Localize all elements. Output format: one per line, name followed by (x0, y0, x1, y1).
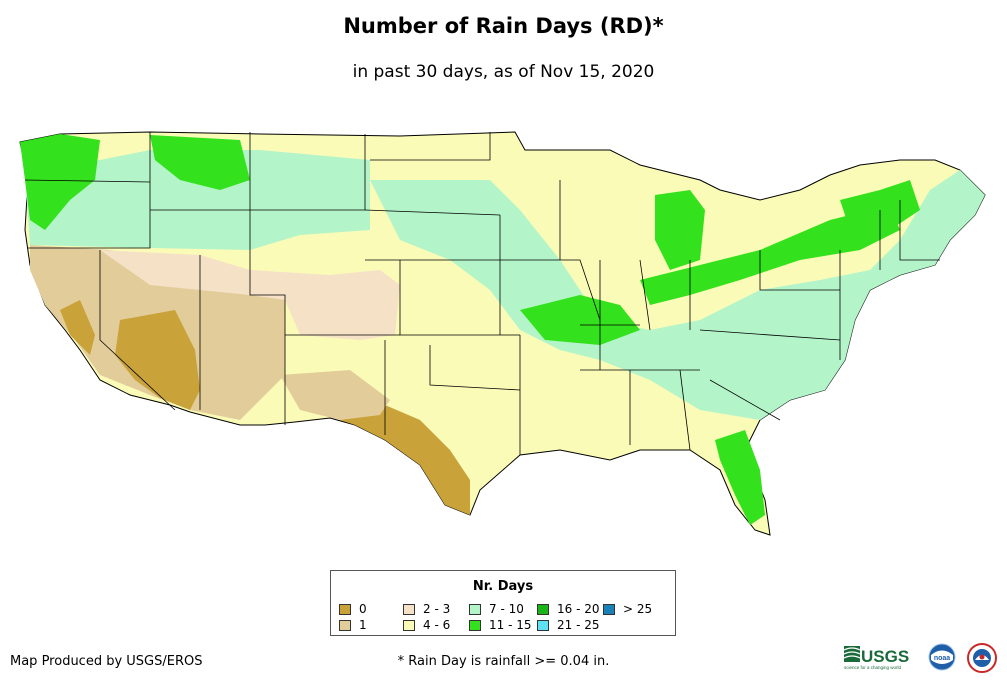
legend-swatch (469, 619, 481, 631)
legend-swatch (537, 603, 549, 615)
legend-label: 4 - 6 (423, 618, 451, 632)
usgs-text: USGS (861, 647, 909, 666)
legend-swatch (603, 603, 615, 615)
region-7-10-days-midwest (370, 170, 985, 420)
region-11-15-days-florida (715, 430, 765, 525)
legend-title: Nr. Days (472, 579, 534, 594)
map-credit: Map Produced by USGS/EROS (10, 654, 203, 669)
legend-item-7-10: 7 - 10 (469, 602, 524, 616)
rain-day-footnote: * Rain Day is rainfall >= 0.04 in. (397, 654, 610, 669)
region-11-15-days-great-lakes (640, 205, 900, 305)
legend-box: Nr. Days 0 1 2 - 3 4 - 6 7 - 10 11 - 15 … (330, 570, 676, 636)
legend-item-16-20: 16 - 20 (537, 602, 600, 616)
legend-swatch (403, 603, 415, 615)
legend-swatch (403, 619, 415, 631)
noaa-text: noaa (934, 655, 950, 662)
region-1-day-texas (280, 370, 390, 420)
legend-label: 7 - 10 (489, 602, 524, 616)
state-borders (24, 132, 940, 455)
region-11-15-days-rockies (150, 135, 250, 190)
legend-item-2-3: 2 - 3 (403, 602, 450, 616)
region-11-15-days-michigan (655, 190, 705, 270)
region-0-days-arizona (115, 310, 200, 410)
legend-label: > 25 (623, 602, 653, 616)
region-0-days-texas (340, 405, 470, 515)
noaa-logo: noaa (928, 643, 956, 671)
region-0-days-california (60, 300, 95, 355)
legend-swatch (339, 603, 351, 615)
legend-swatch (339, 619, 351, 631)
rain-days-map (19, 131, 986, 536)
legend-label: 2 - 3 (423, 602, 451, 616)
legend-swatch (469, 603, 481, 615)
legend-item-0: 0 (339, 602, 367, 616)
legend-item-over-25: > 25 (603, 602, 652, 616)
legend-label: 16 - 20 (557, 602, 600, 616)
nws-seal-icon (967, 643, 997, 673)
legend-label: 21 - 25 (557, 618, 600, 632)
legend-item-1: 1 (339, 618, 367, 632)
region-11-15-days-ozarks (520, 295, 640, 345)
legend-item-21-25: 21 - 25 (537, 618, 600, 632)
legend-label: 0 (359, 602, 367, 616)
map-subtitle: in past 30 days, as of Nov 15, 2020 (352, 62, 655, 82)
legend-item-4-6: 4 - 6 (403, 618, 450, 632)
legend-label: 11 - 15 (489, 618, 532, 632)
usgs-tagline: science for a changing world (844, 665, 902, 670)
legend-swatch (537, 619, 549, 631)
legend-label: 1 (359, 618, 367, 632)
region-11-15-days-northwest-coast (20, 134, 100, 230)
usgs-logo: USGS science for a changing world (843, 646, 909, 670)
region-7-10-days-northwest (25, 150, 370, 250)
agency-logos: USGS science for a changing world noaa (843, 643, 997, 673)
map-title: Number of Rain Days (RD)* (343, 14, 664, 38)
legend-item-11-15: 11 - 15 (469, 618, 532, 632)
map-shading (19, 131, 986, 536)
